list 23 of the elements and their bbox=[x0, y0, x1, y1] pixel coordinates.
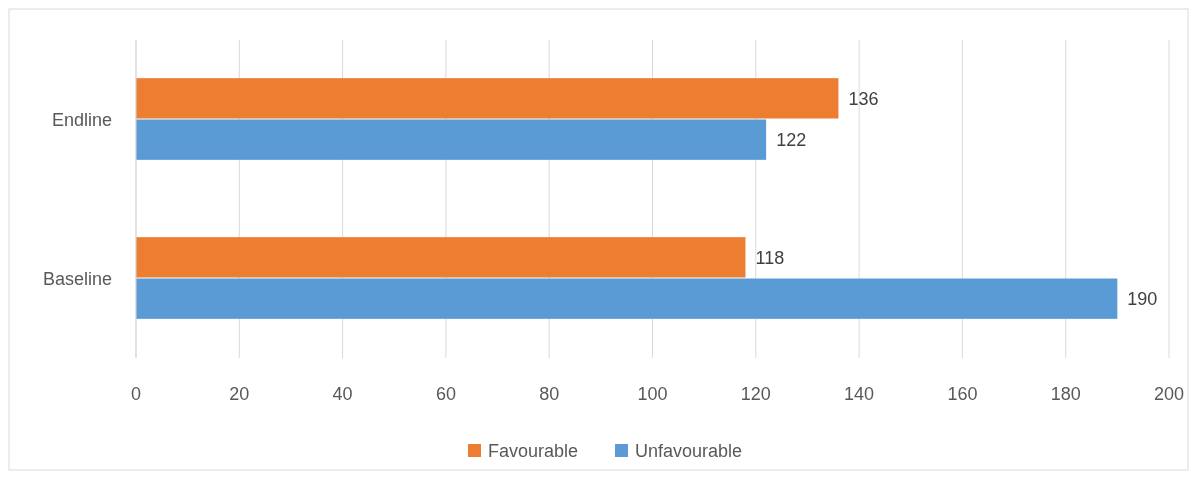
x-tick-label: 60 bbox=[435, 384, 456, 404]
x-tick-label: 160 bbox=[947, 384, 978, 404]
bar bbox=[136, 78, 839, 119]
data-label: 136 bbox=[848, 89, 879, 110]
y-tick-label: Endline bbox=[51, 109, 112, 130]
bar bbox=[136, 119, 767, 160]
x-tick-label: 140 bbox=[844, 384, 875, 404]
x-tick-label: 40 bbox=[332, 384, 353, 404]
x-tick-label: 0 bbox=[130, 384, 142, 404]
x-tick-label: 100 bbox=[637, 384, 668, 404]
data-label: 122 bbox=[776, 130, 807, 151]
bar bbox=[136, 237, 746, 278]
legend-label: Favourable bbox=[488, 441, 579, 462]
legend-label: Unfavourable bbox=[635, 441, 743, 462]
x-tick-label: 120 bbox=[740, 384, 771, 404]
x-tick-label: 20 bbox=[229, 384, 250, 404]
x-tick-label: 80 bbox=[539, 384, 560, 404]
x-tick-label: 200 bbox=[1153, 384, 1185, 404]
data-label: 190 bbox=[1127, 289, 1158, 310]
bar bbox=[136, 278, 1118, 319]
data-label: 118 bbox=[755, 248, 785, 269]
x-tick-label: 180 bbox=[1050, 384, 1081, 404]
y-tick-label: Baseline bbox=[42, 268, 112, 289]
